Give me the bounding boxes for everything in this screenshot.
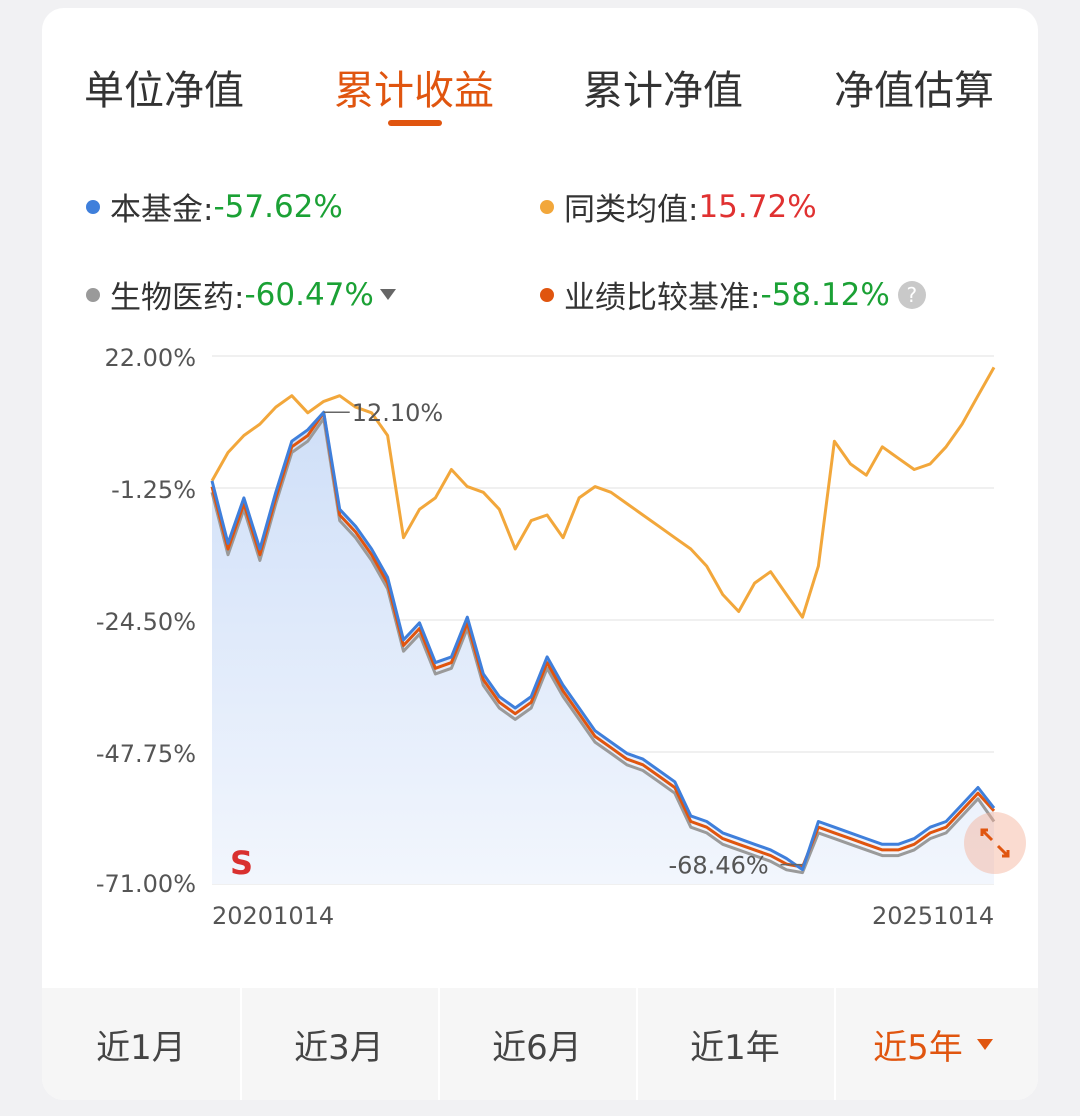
y-tick-label: -47.75% — [95, 740, 196, 768]
legend-fund: 本基金: -57.62% — [86, 184, 343, 229]
index-line — [210, 417, 996, 875]
period-6-months[interactable]: 近6月 — [438, 988, 638, 1100]
period-label: 近1年 — [690, 1027, 780, 1068]
help-icon[interactable]: ? — [897, 280, 926, 309]
active-tab-indicator — [388, 120, 442, 126]
max-annotation: 12.10% — [352, 399, 444, 427]
y-tick-label: -1.25% — [111, 476, 196, 504]
x-end-label: 20251014 — [872, 902, 995, 930]
min-annotation: -68.46% — [668, 852, 768, 880]
period-3-months[interactable]: 近3月 — [240, 988, 440, 1100]
period-label: 近1月 — [96, 1027, 186, 1068]
benchmark-line — [210, 411, 996, 869]
chart-tabs: 单位净值 累计收益 累计净值 净值估算 — [42, 8, 1038, 148]
dropdown-caret-icon — [379, 289, 396, 300]
s-marker: S — [230, 844, 254, 882]
index-dot-icon — [86, 287, 100, 302]
tab-nav-estimate[interactable]: 净值估算 — [834, 68, 994, 114]
legend-index-selector[interactable]: 生物医药: -60.47% — [86, 272, 396, 317]
legend-fund-name: 本基金: — [110, 192, 214, 228]
legend-index-name: 生物医药: — [110, 280, 245, 316]
period-1-month[interactable]: 近1月 — [42, 988, 242, 1100]
x-start-label: 20201014 — [212, 902, 335, 930]
expand-icon — [980, 828, 1010, 858]
legend-peer-name: 同类均值: — [564, 192, 699, 228]
benchmark-dot-icon — [540, 287, 554, 302]
period-label: 近6月 — [492, 1027, 582, 1068]
fund-chart-card: 单位净值 累计收益 累计净值 净值估算 本基金: -57.62% 同类均值: 1… — [42, 8, 1038, 1100]
return-chart: 12.10% -68.46% — [210, 355, 996, 885]
fund-dot-icon — [86, 199, 100, 214]
tab-cumulative-return[interactable]: 累计收益 — [334, 68, 494, 114]
period-selector: 近1月 近3月 近6月 近1年 近5年 — [42, 988, 1038, 1100]
legend-peer-value: 15.72% — [698, 188, 817, 225]
peer-dot-icon — [540, 199, 554, 214]
fund-area-fill — [212, 412, 994, 884]
legend-index-value: -60.47% — [244, 276, 374, 313]
fund-line — [210, 410, 996, 872]
y-tick-label: 22.00% — [104, 344, 196, 372]
period-5-years[interactable]: 近5年 — [834, 988, 1032, 1100]
y-tick-label: -71.00% — [95, 870, 196, 898]
legend-fund-value: -57.62% — [213, 188, 343, 225]
peer-average-line — [210, 366, 996, 619]
tab-unit-nav[interactable]: 单位净值 — [84, 68, 244, 114]
fullscreen-button[interactable] — [964, 812, 1026, 874]
y-tick-label: -24.50% — [95, 608, 196, 636]
legend-benchmark-name: 业绩比较基准: — [564, 280, 761, 316]
tab-cumulative-nav[interactable]: 累计净值 — [583, 68, 743, 114]
legend-benchmark: 业绩比较基准: -58.12% ? — [540, 272, 926, 317]
period-1-year[interactable]: 近1年 — [636, 988, 836, 1100]
period-label: 近3月 — [294, 1027, 384, 1068]
period-label: 近5年 — [873, 1027, 963, 1068]
legend-benchmark-value: -58.12% — [760, 276, 890, 313]
dropdown-caret-icon — [976, 1038, 993, 1050]
legend-peer-average: 同类均值: 15.72% — [540, 184, 817, 229]
